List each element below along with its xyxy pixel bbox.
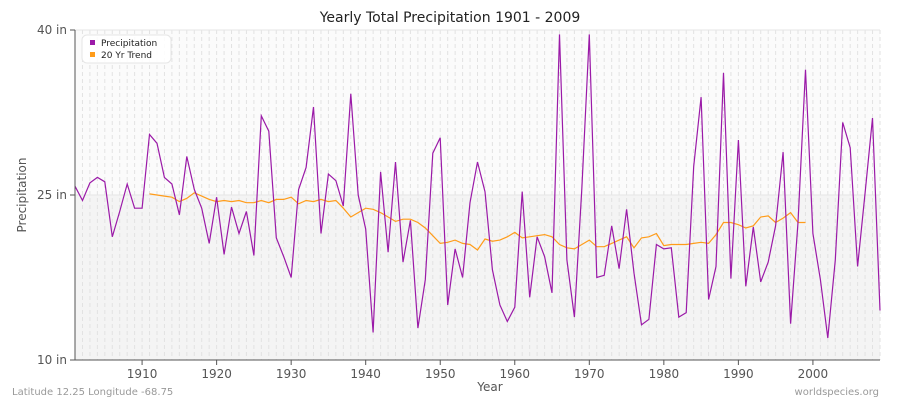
x-tick-label: 1990 — [723, 367, 754, 381]
footer-coordinates: Latitude 12.25 Longitude -68.75 — [12, 387, 173, 398]
y-tick-label: 25 in — [37, 188, 67, 202]
x-axis-label: Year — [476, 380, 502, 394]
x-tick-label: 1920 — [201, 367, 232, 381]
legend-label-trend: 20 Yr Trend — [101, 51, 152, 61]
y-tick-label: 10 in — [37, 353, 67, 367]
x-tick-label: 1960 — [499, 367, 530, 381]
x-tick-label: 1930 — [276, 367, 307, 381]
chart-title: Yearly Total Precipitation 1901 - 2009 — [319, 10, 581, 26]
x-ticks: 1910 1920 1930 1940 1950 1960 1970 1980 1990 2000 — [127, 360, 828, 381]
x-tick-label: 1970 — [574, 367, 605, 381]
legend-box — [81, 34, 172, 64]
x-tick-label: 1950 — [425, 367, 456, 381]
plot-area: 10 in 25 in 40 in 1910 1920 1930 1940 1950 1960… — [37, 23, 881, 381]
legend-label-precipitation: Precipitation — [101, 39, 157, 49]
x-tick-label: 2000 — [798, 367, 829, 381]
legend-swatch-trend — [90, 52, 95, 57]
y-ticks: 10 in 25 in 40 in — [37, 23, 75, 367]
x-tick-label: 1910 — [127, 367, 158, 381]
legend-swatch-precipitation — [90, 40, 95, 45]
legend: Precipitation 20 Yr Trend — [81, 34, 172, 64]
x-tick-label: 1940 — [350, 367, 381, 381]
precipitation-line — [74, 34, 881, 339]
footer-source: worldspecies.org — [795, 387, 879, 398]
trend-line — [149, 192, 806, 251]
plot-background-upper — [75, 30, 880, 195]
x-tick-label: 1980 — [649, 367, 680, 381]
y-axis-label: Precipitation — [15, 157, 29, 232]
y-tick-label: 40 in — [37, 23, 67, 37]
